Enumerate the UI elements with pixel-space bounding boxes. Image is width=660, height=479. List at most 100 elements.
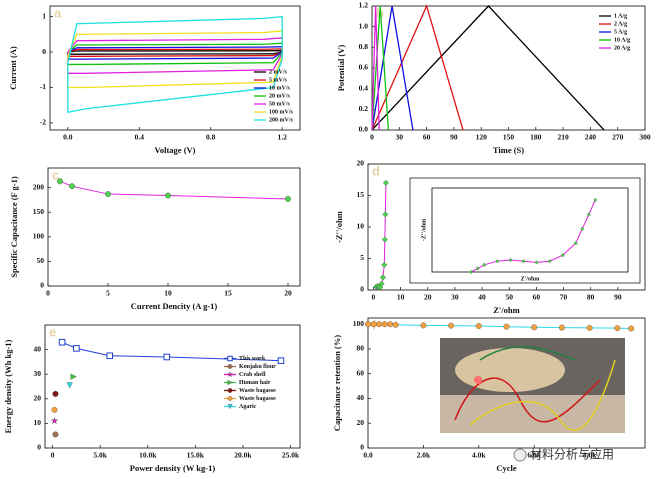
marker: [106, 352, 114, 360]
y-tick-label: 80: [357, 344, 365, 353]
marker: [381, 321, 388, 328]
x-tick-label: 270: [612, 133, 624, 142]
marker: [534, 260, 539, 265]
inset-frame: [409, 177, 641, 284]
marker: [377, 284, 384, 291]
y-tick-label: 200: [33, 182, 45, 191]
x-tick-label: 0.0: [63, 133, 73, 142]
x-tick-label: 0: [372, 293, 376, 302]
legend-label: 20 A/g: [614, 45, 630, 51]
x-tick-label: 15.0k: [187, 451, 205, 460]
legend-label: 50 mV/s: [269, 101, 290, 107]
legend-label: 2 mV/s: [269, 69, 287, 75]
x-axis-label: Z'/ohm: [493, 305, 519, 315]
marker: [614, 325, 621, 332]
marker: [163, 353, 171, 361]
y-tick-label: 40: [34, 344, 42, 353]
marker: [52, 431, 59, 438]
panel-letter: d: [372, 163, 380, 178]
legend-marker: [227, 355, 233, 362]
marker: [580, 226, 585, 231]
marker: [57, 178, 63, 185]
legend-label: 10 A/g: [614, 37, 630, 43]
y-tick-label: 0.0: [359, 125, 369, 134]
marker: [628, 325, 635, 332]
marker: [378, 280, 385, 287]
marker: [381, 261, 388, 268]
series-line: [371, 5, 390, 131]
y-tick-label: 60: [357, 368, 365, 377]
marker: [531, 324, 538, 331]
x-tick-label: 25.0k: [282, 451, 300, 460]
x-tick-label: 8.0k: [583, 451, 597, 460]
x-tick-label: 60: [533, 293, 541, 302]
marker: [379, 274, 386, 281]
x-tick-label: 90: [450, 133, 458, 142]
y-tick-label: 1.0: [359, 21, 369, 30]
marker: [593, 197, 598, 203]
x-tick-label: 20: [284, 289, 292, 298]
y-axis-label: Specific Capacitance (F g-1): [9, 176, 19, 278]
marker: [392, 321, 399, 328]
legend-label: 200 mV/s: [269, 117, 293, 123]
y-tick-label: 10: [34, 418, 42, 427]
marker: [573, 241, 578, 246]
x-tick-label: 5.0k: [93, 451, 107, 460]
legend-marker: [227, 364, 233, 369]
legend-label: Waste bagasse: [239, 388, 276, 394]
x-tick-label: 0: [51, 451, 55, 460]
y-tick-label: 0: [360, 443, 364, 452]
legend-label: 5 A/g: [614, 29, 627, 35]
x-tick-label: 10.0k: [139, 451, 157, 460]
legend-label: 10 mV/s: [269, 85, 290, 91]
x-tick-label: 20: [424, 293, 432, 302]
marker: [285, 196, 291, 202]
marker: [420, 322, 427, 329]
y-axis-label: Potential (V): [336, 45, 346, 92]
legend-label: Konjaku flour: [239, 364, 276, 370]
marker: [381, 236, 388, 243]
x-axis-label: Current Dencity (A g-1): [131, 301, 218, 311]
y-tick-label: 0: [40, 281, 44, 290]
y-tick-label: 30: [34, 369, 42, 378]
y-tick-label: 0.8: [359, 42, 369, 51]
marker: [586, 212, 591, 217]
y-axis-label: -Z''/ohm: [421, 219, 427, 241]
marker: [508, 257, 513, 263]
x-axis-label: Cycle: [496, 463, 517, 473]
panel-letter: a: [54, 5, 62, 20]
marker: [382, 211, 389, 218]
x-tick-label: 20.0k: [234, 451, 252, 460]
marker: [475, 266, 480, 271]
series-line: [67, 15, 283, 114]
watermark-icon: [513, 448, 527, 462]
marker: [165, 192, 171, 199]
x-tick-label: 300: [639, 133, 651, 142]
y-tick-label: 50: [37, 256, 45, 265]
x-tick-label: 210: [557, 133, 569, 142]
marker: [105, 191, 111, 198]
x-tick-label: 30: [451, 293, 459, 302]
x-tick-label: 4.0k: [472, 451, 486, 460]
x-tick-label: 15: [224, 289, 232, 298]
marker: [558, 324, 565, 331]
y-axis-label: Energy density (Wh kg-1): [3, 339, 13, 433]
legend-label: 1 A/g: [614, 13, 627, 19]
x-tick-label: 5: [106, 289, 110, 298]
x-tick-label: 1.2: [277, 133, 287, 142]
x-tick-label: 6.0k: [527, 451, 541, 460]
y-axis-label: Current (A): [8, 46, 18, 90]
x-axis-label: Time (S): [493, 145, 524, 155]
marker: [521, 259, 526, 264]
x-axis-label: Power density (W kg-1): [130, 463, 216, 473]
y-tick-label: 0.2: [359, 104, 369, 113]
marker: [70, 373, 77, 380]
marker: [370, 321, 377, 328]
series-line: [371, 5, 605, 131]
legend-label: 2 A/g: [614, 21, 627, 27]
x-tick-label: 80: [587, 293, 595, 302]
y-tick-label: 20: [34, 394, 42, 403]
marker: [586, 324, 593, 331]
y-tick-label: 20: [357, 418, 365, 427]
